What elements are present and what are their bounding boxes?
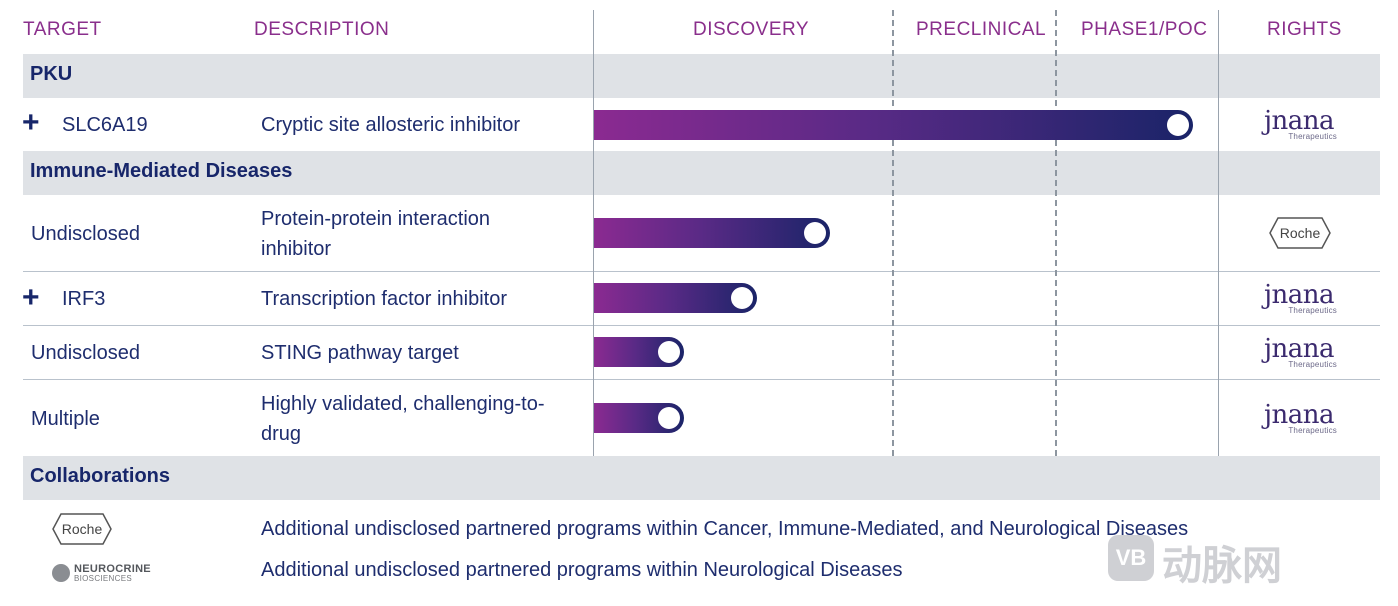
target-cell: Undisclosed [31,342,140,364]
section-label-immune: Immune-Mediated Diseases [30,160,293,182]
watermark-logo-icon: VB [1108,535,1154,581]
progress-bar [594,218,830,248]
neurocrine-logo-sub: BIOSCIENCES [74,574,132,583]
progress-knob [1167,114,1189,136]
jnana-logo: jnana Therapeutics [1263,280,1337,315]
section-band-collab [23,456,1380,500]
expand-plus-icon[interactable]: + [22,106,40,139]
roche-logo: Roche [1269,217,1331,249]
description-cell: STING pathway target [261,342,459,364]
jnana-logo: jnana Therapeutics [1263,400,1337,435]
progress-knob [804,222,826,244]
header-description: DESCRIPTION [254,19,390,40]
description-cell: Protein-protein interaction inhibitor [261,208,491,260]
row-divider [23,379,1380,380]
target-cell: Multiple [31,408,100,430]
column-divider-rights [1218,10,1219,456]
roche-logo-text: Roche [62,521,103,537]
progress-bar [594,337,684,367]
roche-logo-text: Roche [1280,225,1321,241]
neurocrine-logo-main: NEUROCRINE [74,563,151,575]
watermark-text: 动脉网 [1162,543,1282,589]
header-discovery: DISCOVERY [693,19,810,40]
header-preclinical: PRECLINICAL [916,19,1047,40]
target-cell: Undisclosed [31,223,140,245]
collab-text: Additional undisclosed partnered program… [261,559,903,581]
collab-text: Additional undisclosed partnered program… [261,518,1189,540]
progress-knob [731,287,753,309]
progress-bar [594,403,684,433]
progress-knob [658,407,680,429]
neurocrine-emblem-icon [52,564,70,582]
header-rights: RIGHTS [1267,19,1342,40]
target-cell: IRF3 [62,288,106,310]
column-divider-preclinical [892,10,894,456]
section-band-pku [23,54,1380,98]
column-divider-discovery [593,10,594,456]
description-cell: Transcription factor inhibitor [261,288,508,310]
description-cell: Cryptic site allosteric inhibitor [261,114,520,136]
progress-knob [658,341,680,363]
jnana-logo: jnana Therapeutics [1263,334,1337,369]
expand-plus-icon[interactable]: + [22,281,40,314]
section-label-pku: PKU [30,63,73,85]
progress-bar [594,283,757,313]
row-divider [23,271,1380,272]
target-cell: SLC6A19 [62,114,148,136]
header-phase1: PHASE1/POC [1081,19,1208,40]
neurocrine-logo: NEUROCRINE BIOSCIENCES [52,562,162,584]
row-divider [23,325,1380,326]
header-target: TARGET [23,19,102,40]
section-band-immune [23,151,1380,195]
roche-logo: Roche [52,513,112,545]
section-label-collab: Collaborations [30,465,171,487]
description-cell: Highly validated, challenging-to-drug [261,393,545,445]
progress-bar [594,110,1193,140]
column-divider-phase1 [1055,10,1057,456]
jnana-logo: jnana Therapeutics [1263,106,1337,141]
